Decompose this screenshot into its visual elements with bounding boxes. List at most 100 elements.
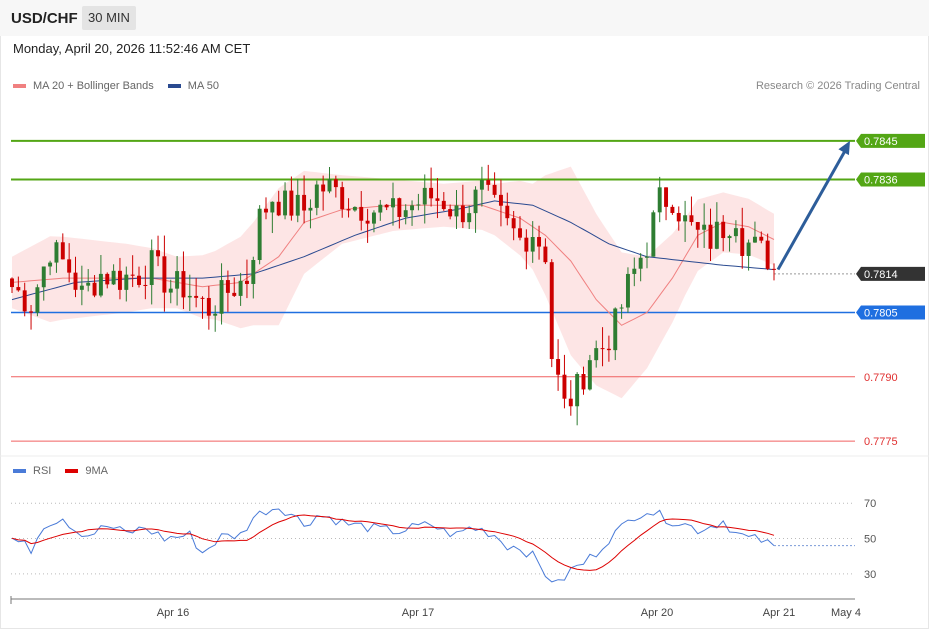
bearish-candle [16, 287, 21, 291]
bearish-candle [10, 278, 14, 288]
bearish-candle [562, 374, 567, 399]
bearish-candle [200, 297, 205, 299]
bullish-candle [530, 237, 535, 252]
bearish-candle [29, 311, 34, 313]
bearish-candle [384, 204, 389, 208]
projection-arrow-head [838, 140, 850, 156]
bearish-candle [244, 280, 249, 284]
bullish-candle [613, 308, 618, 351]
bullish-candle [752, 236, 757, 243]
bullish-candle [416, 204, 421, 206]
bullish-candle [86, 282, 91, 286]
bearish-candle [543, 246, 548, 263]
bearish-candle [397, 198, 402, 217]
bullish-candle [251, 260, 256, 284]
x-axis-label: Apr 16 [157, 607, 189, 619]
legend-ma20[interactable]: MA 20 + Bollinger Bands [13, 80, 154, 92]
bullish-candle [454, 205, 459, 217]
bullish-candle [352, 206, 357, 211]
bearish-candle [581, 374, 586, 390]
bearish-candle [194, 295, 199, 298]
bearish-candle [549, 262, 554, 360]
bullish-candle [283, 190, 288, 216]
bullish-candle [187, 295, 192, 298]
resistance-level-label: 0.7836 [864, 174, 898, 186]
bearish-candle [689, 215, 694, 223]
rsi-ma-line [11, 514, 775, 571]
price-legend: MA 20 + Bollinger Bands MA 50 [13, 80, 233, 92]
legend-rsi-ma-label: 9MA [85, 465, 108, 477]
rsi-tick-label: 30 [864, 569, 876, 581]
legend-rsi-ma[interactable]: 9MA [65, 465, 108, 477]
bearish-candle [289, 190, 294, 216]
bullish-candle [371, 212, 376, 224]
bearish-candle [181, 271, 186, 298]
pivot-level-tag [856, 305, 925, 320]
legend-ma50[interactable]: MA 50 [167, 80, 219, 92]
bearish-candle [340, 187, 345, 210]
bearish-candle [130, 274, 135, 276]
legend-ma50-label: MA 50 [187, 80, 219, 92]
resistance-level-tag [856, 133, 925, 148]
bearish-candle [740, 228, 745, 256]
projection-arrow-shaft [776, 150, 847, 271]
bullish-candle [41, 266, 46, 288]
bullish-candle [257, 208, 262, 261]
bullish-candle [575, 374, 580, 407]
bullish-candle [168, 288, 173, 293]
rsi-tick-label: 50 [864, 534, 876, 546]
last-price-level-label: 0.7814 [864, 269, 898, 281]
bearish-candle [156, 250, 161, 257]
bearish-candle [556, 359, 561, 375]
rsi-legend: RSI 9MA [13, 465, 122, 477]
bullish-candle [111, 270, 116, 285]
bearish-candle [359, 206, 364, 221]
bullish-candle [35, 287, 40, 313]
bearish-candle [505, 205, 510, 219]
bearish-candle [346, 209, 351, 211]
bearish-candle [708, 224, 713, 249]
bullish-candle [98, 273, 103, 296]
bullish-candle [619, 307, 624, 309]
pivot-level-label: 0.7805 [864, 307, 898, 319]
bearish-candle [664, 187, 669, 207]
bearish-candle [67, 259, 72, 273]
bearish-candle [498, 194, 503, 206]
bullish-candle [651, 212, 656, 257]
bearish-candle [429, 187, 434, 199]
bearish-candle [276, 201, 281, 216]
legend-ma50-swatch [167, 84, 181, 88]
timeframe-button[interactable]: 30 MIN [82, 6, 136, 30]
bearish-candle [321, 184, 326, 192]
bullish-candle [378, 204, 383, 213]
support-level-label: 0.7775 [864, 436, 898, 448]
chart-header: USD/CHF 30 MIN [0, 0, 929, 36]
bearish-candle [772, 268, 776, 270]
legend-rsi-swatch [13, 469, 26, 473]
bearish-candle [670, 206, 675, 213]
bullish-candle [54, 242, 59, 263]
bullish-candle [714, 221, 719, 249]
research-credit: Research © 2026 Trading Central [755, 80, 920, 92]
bullish-candle [479, 180, 484, 190]
bearish-candle [137, 275, 141, 285]
bearish-candle [460, 205, 465, 223]
legend-rsi[interactable]: RSI [13, 465, 51, 477]
bearish-candle [206, 297, 211, 316]
bullish-candle [327, 179, 332, 192]
bearish-candle [568, 398, 573, 407]
bearish-candle [524, 237, 529, 252]
bearish-candle [105, 273, 110, 285]
bearish-candle [759, 236, 764, 241]
rsi-tick-label: 70 [864, 498, 876, 510]
bearish-candle [60, 242, 65, 260]
rsi-line [11, 508, 775, 583]
bearish-candle [518, 228, 522, 238]
support-level-label: 0.7790 [864, 372, 898, 384]
bearish-candle [492, 184, 497, 195]
bullish-candle [308, 207, 313, 211]
bullish-candle [625, 273, 630, 308]
resistance-level-tag [856, 172, 925, 187]
bullish-candle [657, 187, 662, 213]
